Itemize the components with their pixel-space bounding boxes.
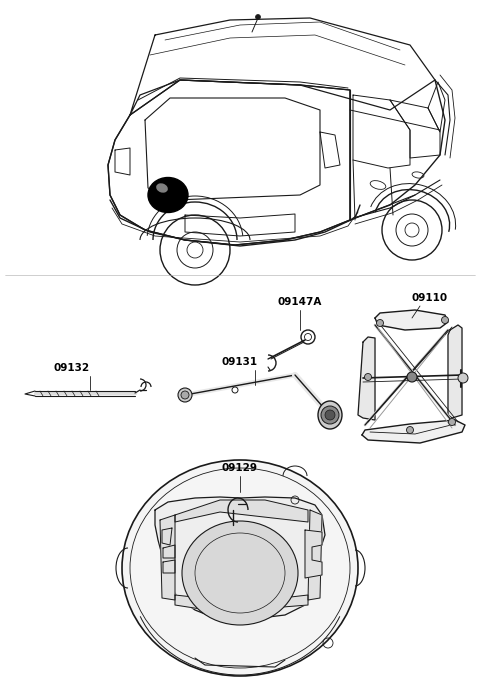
Circle shape xyxy=(321,406,339,424)
Circle shape xyxy=(448,419,456,425)
Circle shape xyxy=(364,373,372,380)
Polygon shape xyxy=(362,420,465,443)
Polygon shape xyxy=(308,510,322,600)
Text: 09131: 09131 xyxy=(222,357,258,367)
Polygon shape xyxy=(155,497,325,620)
Polygon shape xyxy=(175,500,308,522)
Circle shape xyxy=(178,388,192,402)
Circle shape xyxy=(442,316,448,323)
Circle shape xyxy=(255,14,261,19)
Ellipse shape xyxy=(182,521,298,625)
Ellipse shape xyxy=(318,401,342,429)
Ellipse shape xyxy=(148,177,188,212)
Text: 09129: 09129 xyxy=(222,463,258,473)
Circle shape xyxy=(458,373,468,383)
Polygon shape xyxy=(358,337,375,420)
Text: 09110: 09110 xyxy=(412,293,448,303)
Polygon shape xyxy=(375,310,448,330)
Polygon shape xyxy=(175,595,308,612)
Circle shape xyxy=(325,410,335,420)
Circle shape xyxy=(181,391,189,399)
Polygon shape xyxy=(448,325,462,418)
Polygon shape xyxy=(160,515,175,600)
Circle shape xyxy=(232,387,238,393)
Circle shape xyxy=(376,319,384,327)
Text: 09147A: 09147A xyxy=(278,297,322,307)
Circle shape xyxy=(407,372,417,382)
Ellipse shape xyxy=(122,460,358,676)
Text: 09132: 09132 xyxy=(54,363,90,373)
Polygon shape xyxy=(305,530,322,578)
Ellipse shape xyxy=(156,184,168,192)
Circle shape xyxy=(407,427,413,434)
